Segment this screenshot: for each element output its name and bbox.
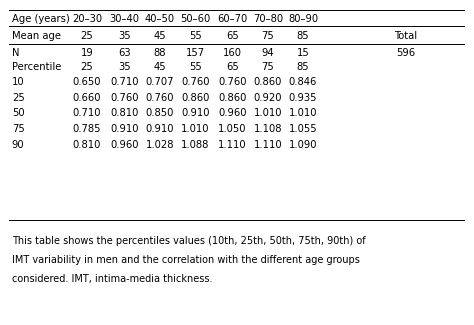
Text: Mean age: Mean age [12, 31, 61, 41]
Text: 85: 85 [297, 31, 310, 41]
Text: 0.760: 0.760 [146, 93, 174, 102]
Text: 1.110: 1.110 [254, 140, 282, 150]
Text: 0.860: 0.860 [218, 93, 246, 102]
Text: 0.850: 0.850 [146, 108, 174, 118]
Text: 1.090: 1.090 [289, 140, 317, 150]
Text: 0.920: 0.920 [254, 93, 282, 102]
Text: 94: 94 [262, 48, 274, 58]
Text: 0.960: 0.960 [218, 108, 246, 118]
Text: 25: 25 [12, 93, 25, 102]
Text: considered. IMT, intima-media thickness.: considered. IMT, intima-media thickness. [12, 274, 212, 284]
Text: 0.910: 0.910 [110, 124, 139, 134]
Text: Total: Total [394, 31, 417, 41]
Text: 160: 160 [223, 48, 242, 58]
Text: 50: 50 [12, 108, 24, 118]
Text: 50–60: 50–60 [180, 14, 210, 23]
Text: 0.760: 0.760 [218, 77, 246, 87]
Text: 0.846: 0.846 [289, 77, 317, 87]
Text: 45: 45 [153, 62, 166, 72]
Text: 25: 25 [81, 62, 93, 72]
Text: 1.050: 1.050 [218, 124, 246, 134]
Text: 1.028: 1.028 [146, 140, 174, 150]
Text: 0.785: 0.785 [73, 124, 101, 134]
Text: 55: 55 [189, 62, 201, 72]
Text: N: N [12, 48, 19, 58]
Text: 75: 75 [262, 62, 274, 72]
Text: 0.860: 0.860 [254, 77, 282, 87]
Text: 45: 45 [153, 31, 166, 41]
Text: 75: 75 [262, 31, 274, 41]
Text: 0.710: 0.710 [110, 77, 139, 87]
Text: 1.010: 1.010 [289, 108, 317, 118]
Text: 0.760: 0.760 [110, 93, 139, 102]
Text: 0.910: 0.910 [181, 108, 210, 118]
Text: This table shows the percentiles values (10th, 25th, 50th, 75th, 90th) of: This table shows the percentiles values … [12, 236, 365, 245]
Text: 35: 35 [118, 62, 131, 72]
Text: 1.088: 1.088 [181, 140, 210, 150]
Text: 1.010: 1.010 [254, 108, 282, 118]
Text: 0.860: 0.860 [181, 93, 210, 102]
Text: 90: 90 [12, 140, 24, 150]
Text: 19: 19 [81, 48, 93, 58]
Text: 40–50: 40–50 [145, 14, 175, 23]
Text: 1.110: 1.110 [218, 140, 247, 150]
Text: 0.910: 0.910 [146, 124, 174, 134]
Text: 20–30: 20–30 [72, 14, 102, 23]
Text: 0.760: 0.760 [181, 77, 210, 87]
Text: 0.707: 0.707 [146, 77, 174, 87]
Text: 55: 55 [189, 31, 201, 41]
Text: 88: 88 [154, 48, 166, 58]
Text: 0.660: 0.660 [73, 93, 101, 102]
Text: IMT variability in men and the correlation with the different age groups: IMT variability in men and the correlati… [12, 255, 360, 265]
Text: 30–40: 30–40 [109, 14, 140, 23]
Text: 0.650: 0.650 [73, 77, 101, 87]
Text: 65: 65 [226, 62, 239, 72]
Text: 63: 63 [118, 48, 131, 58]
Text: 0.935: 0.935 [289, 93, 317, 102]
Text: 0.810: 0.810 [110, 108, 139, 118]
Text: 1.108: 1.108 [254, 124, 282, 134]
Text: 25: 25 [81, 31, 93, 41]
Text: 1.055: 1.055 [289, 124, 317, 134]
Text: 60–70: 60–70 [217, 14, 247, 23]
Text: 0.810: 0.810 [73, 140, 101, 150]
Text: 70–80: 70–80 [253, 14, 283, 23]
Text: 10: 10 [12, 77, 24, 87]
Text: 0.710: 0.710 [73, 108, 101, 118]
Text: 35: 35 [118, 31, 131, 41]
Text: 596: 596 [396, 48, 415, 58]
Text: 65: 65 [226, 31, 239, 41]
Text: 15: 15 [297, 48, 310, 58]
Text: Age (years): Age (years) [12, 14, 70, 23]
Text: 1.010: 1.010 [181, 124, 210, 134]
Text: 157: 157 [186, 48, 205, 58]
Text: 75: 75 [12, 124, 25, 134]
Text: 85: 85 [297, 62, 310, 72]
Text: 80–90: 80–90 [288, 14, 318, 23]
Text: Percentile: Percentile [12, 62, 61, 72]
Text: 0.960: 0.960 [110, 140, 139, 150]
